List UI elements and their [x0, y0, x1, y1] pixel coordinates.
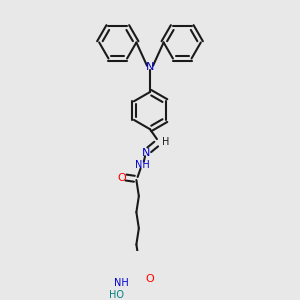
Text: NH: NH [114, 278, 129, 288]
Text: N: N [146, 62, 154, 72]
Text: H: H [162, 136, 170, 147]
Text: O: O [117, 172, 126, 182]
Text: N: N [142, 148, 151, 158]
Text: HO: HO [109, 290, 124, 300]
Text: O: O [146, 274, 154, 284]
Text: NH: NH [135, 160, 150, 170]
